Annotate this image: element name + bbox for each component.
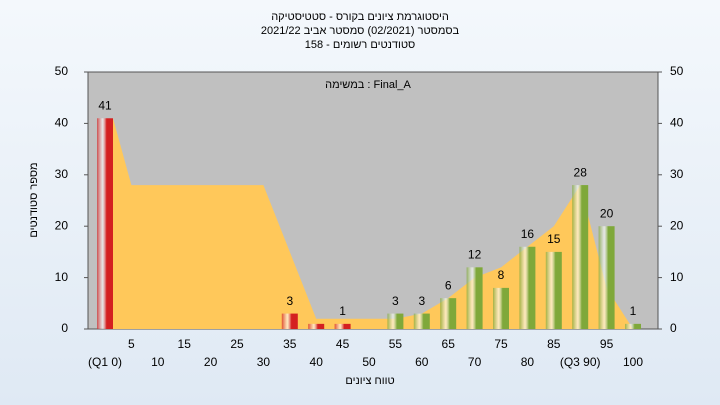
value-label: 20 <box>600 206 614 220</box>
x-tick-label: 35 <box>283 337 297 351</box>
x-axis-label: טווח ציונים <box>345 375 394 387</box>
y-tick-label: 30 <box>55 167 69 181</box>
value-label: 12 <box>468 247 482 261</box>
value-label: 3 <box>392 294 399 308</box>
y-tick-label: 0 <box>61 321 68 335</box>
bar <box>308 323 325 329</box>
bar <box>625 323 641 329</box>
y2-tick-label: 30 <box>670 167 684 181</box>
x-tick-label: 65 <box>442 337 456 351</box>
y-tick-label: 50 <box>55 64 69 78</box>
bar <box>413 313 430 329</box>
bar <box>387 313 404 329</box>
y2-tick-label: 10 <box>670 270 684 284</box>
x-tick-label: 100 <box>623 355 643 369</box>
annotation: במשימה : Final_A <box>325 79 411 91</box>
x-tick-label: 70 <box>468 355 482 369</box>
title-line: היסטוגרמת ציונים בקורס - סטטיסטיקה <box>271 11 449 23</box>
x-tick-label: 80 <box>521 355 535 369</box>
x-tick-label: (Q1 0) <box>88 355 122 369</box>
x-tick-label: 55 <box>389 337 403 351</box>
value-label: 41 <box>98 98 112 112</box>
bar <box>334 323 351 329</box>
value-label: 8 <box>498 268 505 282</box>
x-tick-label: 15 <box>178 337 192 351</box>
bar <box>440 298 457 329</box>
value-label: 16 <box>521 227 535 241</box>
x-tick-label: 10 <box>151 355 165 369</box>
x-tick-label: 40 <box>310 355 324 369</box>
x-tick-label: 85 <box>547 337 561 351</box>
x-tick-label: 50 <box>362 355 376 369</box>
x-tick-label: (Q3 90) <box>560 355 601 369</box>
value-label: 3 <box>286 294 293 308</box>
x-tick-label: 45 <box>336 337 350 351</box>
x-tick-label: 5 <box>128 337 135 351</box>
bar <box>519 246 536 329</box>
value-label: 6 <box>445 278 452 292</box>
y2-tick-label: 0 <box>670 321 677 335</box>
y-tick-label: 10 <box>55 270 69 284</box>
bar <box>466 267 483 329</box>
bar <box>545 251 562 329</box>
y2-tick-label: 50 <box>670 64 684 78</box>
bar <box>493 287 509 329</box>
title-line: בסמסטר (02/2021) סמסטר אביב 2021/22 <box>261 25 460 37</box>
y-tick-label: 40 <box>55 116 69 130</box>
x-tick-label: 75 <box>494 337 508 351</box>
bar <box>572 185 589 329</box>
y2-tick-label: 40 <box>670 116 684 130</box>
bar <box>281 313 298 329</box>
title-line: סטודנטים רשומים - 158 <box>305 39 416 51</box>
bar <box>598 226 615 329</box>
value-label: 1 <box>339 304 346 318</box>
x-tick-label: 20 <box>204 355 218 369</box>
value-label: 28 <box>574 165 588 179</box>
y2-tick-label: 20 <box>670 218 684 232</box>
value-label: 15 <box>547 232 561 246</box>
value-label: 1 <box>630 304 637 318</box>
x-tick-label: 30 <box>257 355 271 369</box>
x-tick-label: 95 <box>600 337 614 351</box>
area-layer <box>113 118 633 329</box>
y-tick-label: 20 <box>55 218 69 232</box>
x-tick-label: 60 <box>415 355 429 369</box>
x-tick-label: 25 <box>230 337 244 351</box>
y-axis-label: מספר סטודנטים <box>28 162 40 237</box>
value-label: 3 <box>418 294 425 308</box>
area <box>113 118 633 329</box>
bar <box>97 118 113 329</box>
